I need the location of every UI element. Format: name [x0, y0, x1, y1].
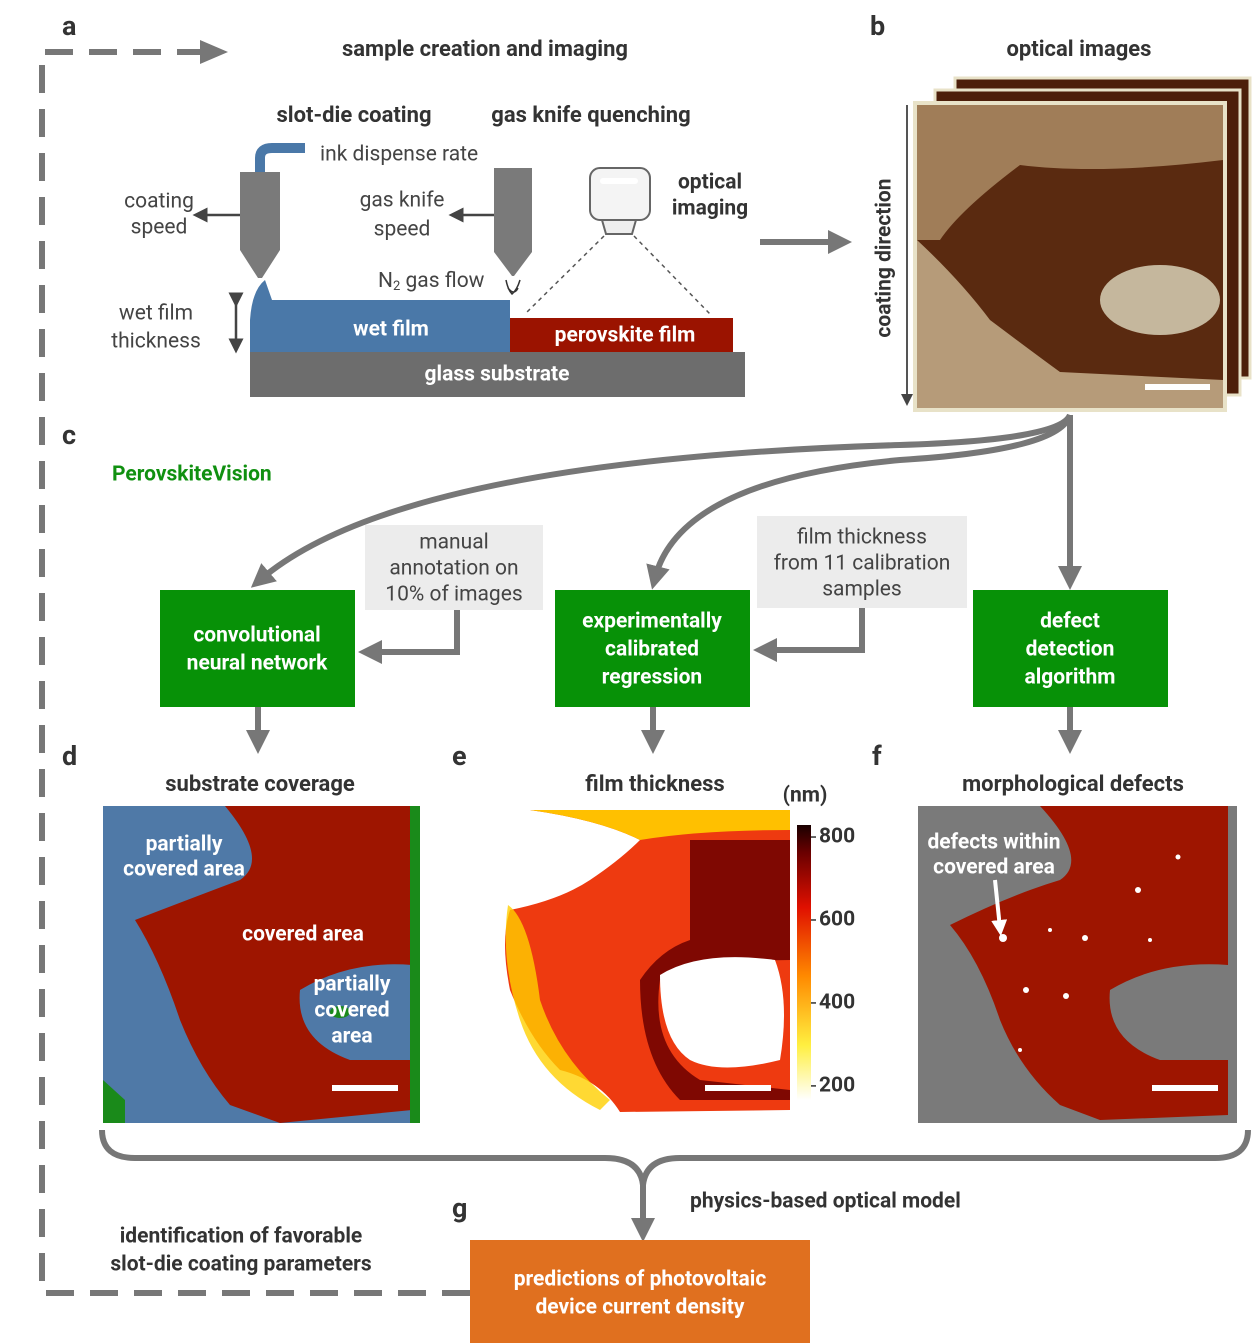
colorbar-label: (nm) — [783, 784, 828, 808]
label: identification of favorable — [120, 1225, 362, 1249]
label: glass substrate — [425, 363, 570, 387]
label: wet film — [353, 318, 429, 342]
box-label: regression — [602, 666, 702, 690]
label: thickness — [111, 330, 201, 354]
note: from 11 calibration — [774, 552, 951, 576]
label: coating direction — [873, 178, 897, 337]
label: covered area — [933, 856, 1055, 880]
box-label: calibrated — [605, 638, 699, 662]
subscript: 2 — [393, 279, 400, 294]
panel-letter: a — [62, 10, 76, 42]
label: ink dispense rate — [320, 143, 478, 167]
label: speed — [131, 216, 188, 240]
note: annotation on — [389, 557, 518, 581]
method-box — [160, 590, 355, 707]
panel-letter: g — [452, 1192, 467, 1224]
label: gas knife — [360, 189, 445, 213]
panel-letter: f — [872, 740, 882, 772]
thickness-map — [490, 810, 811, 1112]
panel-title: sample creation and imaging — [342, 37, 628, 62]
label: gas flow — [400, 269, 484, 293]
label: optical — [678, 171, 742, 195]
box-label: predictions of photovoltaic — [514, 1268, 767, 1292]
note: film thickness — [797, 526, 927, 550]
optical-image-stack — [907, 78, 1250, 410]
gas-flow-label: N2 gas flow — [378, 269, 485, 295]
label: N — [378, 269, 393, 293]
box-label: algorithm — [1025, 666, 1116, 690]
label: slot-die coating — [276, 103, 431, 128]
box-label: experimentally — [582, 610, 722, 634]
box-label: detection — [1026, 638, 1115, 662]
label: coating — [124, 190, 194, 214]
note: manual — [419, 531, 489, 555]
label: covered area — [123, 858, 245, 882]
label: partially — [314, 973, 391, 997]
panel-title: optical images — [1007, 37, 1152, 62]
label: imaging — [672, 197, 748, 221]
panel-letter: c — [62, 419, 76, 451]
label: gas knife quenching — [491, 103, 690, 128]
label: area — [331, 1025, 372, 1049]
colorbar-ticks: 200 400 600 800 — [811, 825, 855, 1098]
label: physics-based optical model — [690, 1190, 961, 1214]
brace — [102, 1130, 1248, 1185]
box-label: convolutional — [193, 624, 320, 648]
colorbar-tick-label: 200 — [819, 1073, 855, 1097]
colorbar-tick-label: 800 — [819, 825, 855, 849]
label: speed — [374, 218, 431, 242]
colorbar-tick-label: 600 — [819, 908, 855, 932]
label: covered area — [242, 923, 364, 947]
box-label: device current density — [535, 1296, 744, 1320]
colorbar-tick-label: 400 — [819, 990, 855, 1014]
label: partially — [146, 833, 223, 857]
label: wet film — [119, 302, 193, 326]
note: 10% of images — [385, 583, 522, 607]
panel-letter: b — [870, 10, 885, 42]
note: samples — [822, 578, 902, 602]
label: slot-die coating parameters — [110, 1253, 372, 1277]
label: covered — [314, 999, 389, 1023]
label: PerovskiteVision — [112, 463, 272, 487]
panel-title: film thickness — [585, 772, 724, 797]
panel-letter: e — [452, 740, 467, 772]
panel-title: morphological defects — [962, 772, 1184, 797]
panel-letter: d — [62, 740, 77, 772]
box-label: defect — [1040, 610, 1100, 634]
label: perovskite film — [555, 324, 696, 348]
figure: a sample creation and imaging slot-die c… — [0, 0, 1252, 1343]
box-label: neural network — [187, 652, 328, 676]
label: defects within — [927, 831, 1060, 855]
panel-title: substrate coverage — [165, 772, 355, 797]
